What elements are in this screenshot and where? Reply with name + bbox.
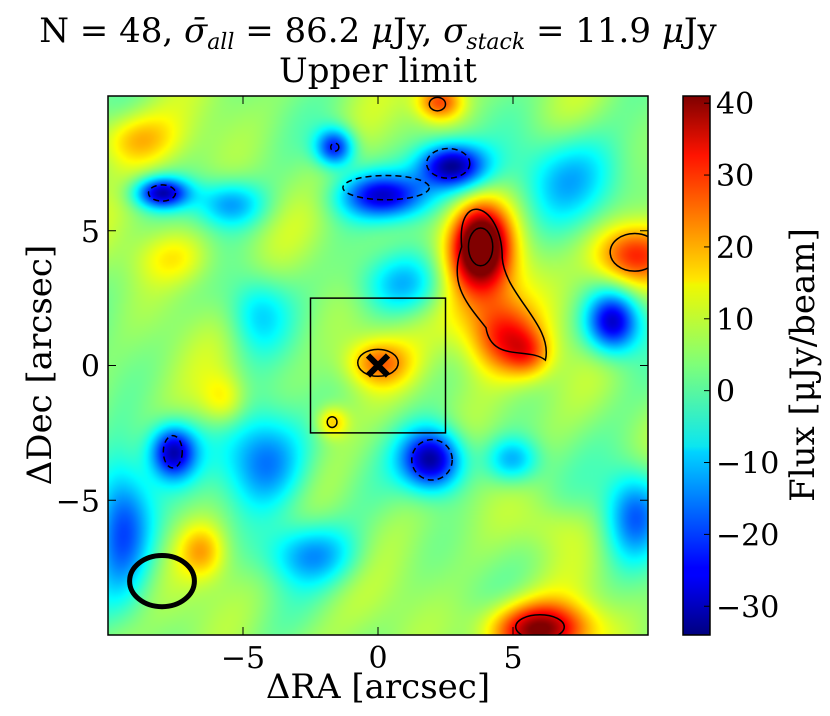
colorbar-ticks: 40 30 20 10 0 −10 −20 −30 [704,87,779,625]
colorbar-tick-label: −10 [716,447,779,482]
colorbar-tick-label: 30 [716,159,754,194]
negative-contour [425,147,471,179]
positive-contour [326,415,338,429]
axes: −5 0 5 5 0 −5 [56,96,648,676]
negative-contour [330,142,340,152]
colorbar-tick-label: 20 [716,231,754,266]
map-overlays [127,96,648,635]
colorbar-tick-label: −30 [716,590,779,625]
negative-contour [162,434,184,469]
stack-position-marker [365,353,391,378]
colorbar-tick-label: 40 [716,87,754,122]
positive-contour [467,227,494,267]
positive-contour [514,614,566,635]
x-tick-label: 5 [503,641,522,676]
y-axis-label: ΔDec [arcsec] [20,245,60,486]
negative-contour [411,438,453,481]
x-tick-label: −5 [221,641,265,676]
x-tick-label: 0 [368,641,387,676]
colorbar-tick-label: 10 [716,303,754,338]
colorbar [682,95,711,636]
colorbar-tick-label: −20 [716,518,779,553]
x-axis-label: ΔRA [arcsec] [266,667,490,707]
negative-contour [147,184,177,202]
positive-contour [456,208,548,362]
chart-title-line1: N = 48, σ̄all = 86.2 μJy, σstack = 11.9 … [39,11,717,55]
colorbar-label: Flux [μJy/beam] [783,228,823,502]
positive-contour [609,232,648,272]
y-tick-label: −5 [56,484,100,519]
y-tick-label: 0 [81,350,100,385]
positive-contour [357,348,399,378]
y-tick-label: 5 [81,215,100,250]
colorbar-tick-label: 0 [716,375,735,410]
positive-contour [428,96,447,112]
chart-title-line2: Upper limit [279,51,477,91]
beam-ellipse [127,552,197,610]
negative-contour [342,174,431,201]
inner-box [309,297,447,434]
